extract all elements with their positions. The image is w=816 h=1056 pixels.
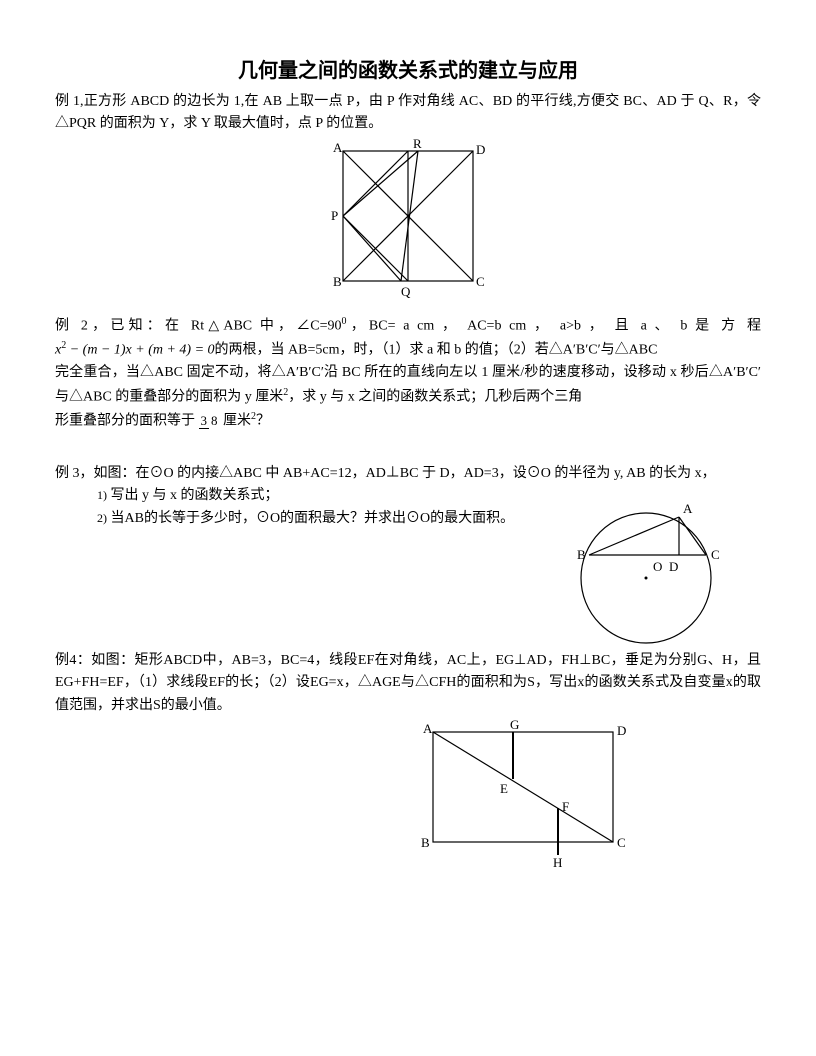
lbl-C3: C (711, 547, 720, 562)
lbl-P: P (331, 208, 338, 223)
lbl-R: R (413, 136, 422, 151)
lbl-D3: D (669, 559, 678, 574)
ex2-line3: 完全重合，当△ABC 固定不动，将△A′B′C′沿 BC 所在的直线向左以 1 … (55, 362, 761, 408)
lbl-A: A (333, 140, 343, 155)
lbl-E4: E (500, 781, 508, 796)
lbl-A4: A (423, 721, 433, 736)
lbl-G4: G (510, 717, 519, 732)
lbl-B: B (333, 274, 342, 289)
lbl-F4: F (562, 799, 569, 814)
ex4-figure: A D B C G E F H (55, 717, 816, 875)
ex3-text: 例 3，如图：在⊙O 的内接△ABC 中 AB+AC=12，AD⊥BC 于 D，… (55, 463, 761, 485)
ex2-line2: x2 − (m − 1)x + (m + 4) = 0的两根，当 AB=5cm，… (55, 338, 761, 362)
ex1-figure: A D B C P R Q (55, 136, 761, 314)
ex1-text: 例 1,正方形 ABCD 的边长为 1,在 AB 上取一点 P，由 P 作对角线… (55, 91, 761, 136)
lbl-H4: H (553, 855, 562, 867)
ex2-text: 例 2，已知：在 Rt△ABC 中，∠C=900，BC= a cm ， AC=b… (55, 314, 761, 338)
lbl-C4: C (617, 835, 626, 850)
page-title: 几何量之间的函数关系式的建立与应用 (55, 55, 761, 87)
ex2-line4: 形重叠部分的面积等于 38 厘米2？ (55, 409, 761, 433)
lbl-A3: A (683, 501, 693, 516)
lbl-Q: Q (401, 284, 411, 299)
lbl-C: C (476, 274, 485, 289)
lbl-D4: D (617, 723, 626, 738)
lbl-B4: B (421, 835, 430, 850)
lbl-O3: O (653, 559, 662, 574)
lbl-D: D (476, 142, 485, 157)
lbl-B3: B (577, 547, 586, 562)
ex3-figure: A B C O D (561, 493, 731, 661)
